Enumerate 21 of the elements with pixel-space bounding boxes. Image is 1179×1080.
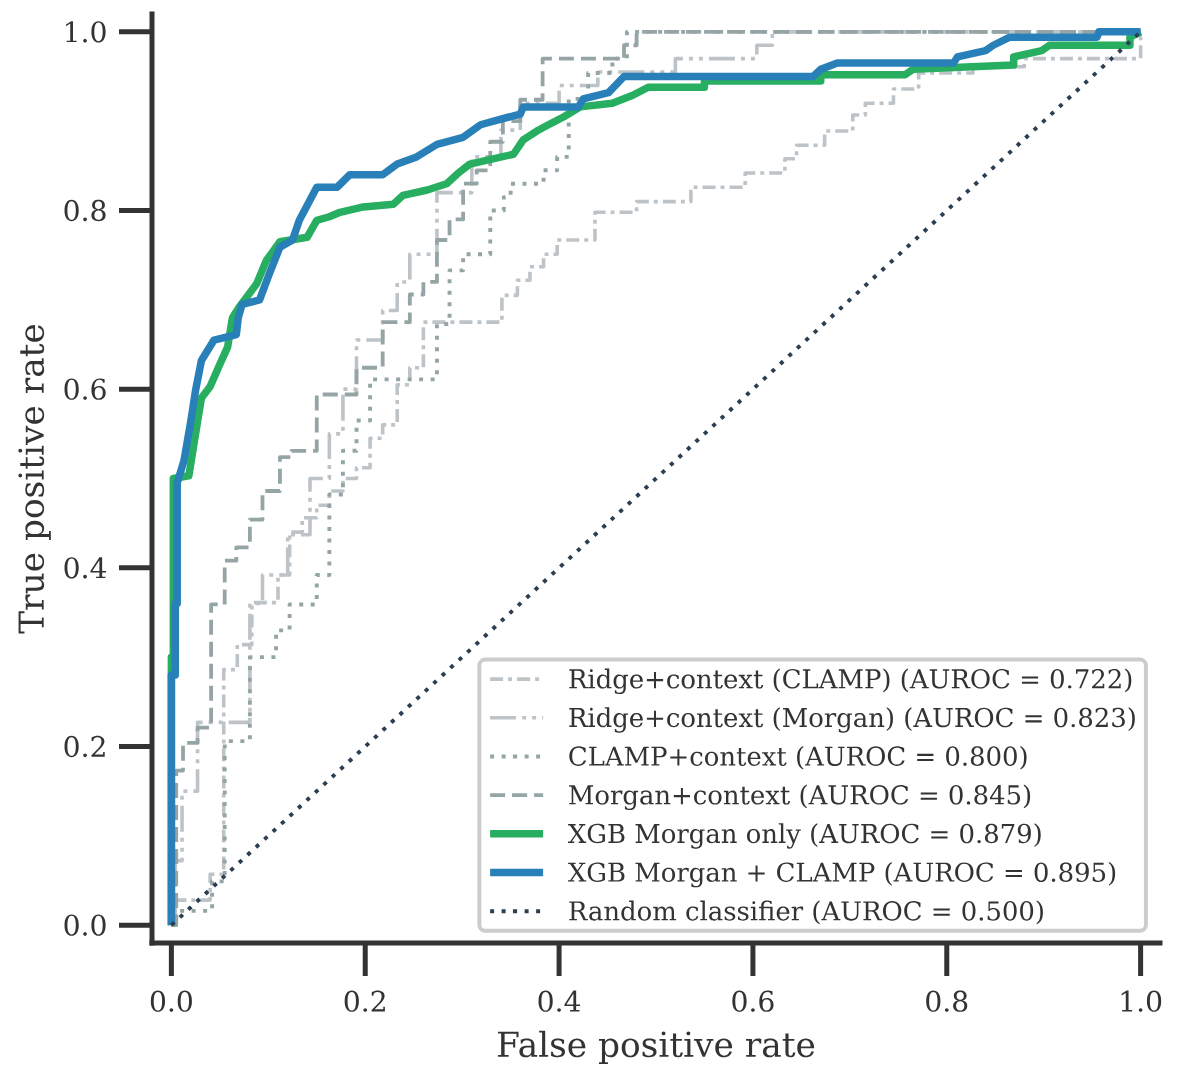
y-tick-label: 0.6 <box>64 378 106 400</box>
legend-label: XGB Morgan + CLAMP (AUROC = 0.895) <box>568 861 1116 888</box>
x-tick-label: 0.8 <box>926 990 968 1012</box>
y-tick-label: 0.4 <box>64 557 107 579</box>
legend-label: Ridge+context (Morgan) (AUROC = 0.823) <box>569 707 1135 733</box>
x-tick-label: 1.0 <box>1121 990 1162 1012</box>
y-tick-label: 1.0 <box>66 21 106 43</box>
x-tick-label: 0.0 <box>150 990 192 1012</box>
y-axis-title: True positive rate <box>18 324 51 634</box>
x-tick-label: 0.2 <box>344 990 385 1012</box>
legend-label: Random classifier (AUROC = 0.500) <box>569 900 1043 925</box>
legend-label: Ridge+context (CLAMP) (AUROC = 0.722) <box>569 668 1132 694</box>
y-tick-label: 0.0 <box>64 914 106 936</box>
y-tick-label: 0.2 <box>64 735 105 758</box>
x-axis-title: False positive rate <box>497 1030 815 1064</box>
x-tick-label: 0.6 <box>732 990 774 1012</box>
legend-label: XGB Morgan only (AUROC = 0.879) <box>568 823 1041 849</box>
legend-label: CLAMP+context (AUROC = 0.800) <box>569 745 1027 770</box>
y-tick-label: 0.8 <box>64 199 106 222</box>
x-tick-label: 0.4 <box>538 990 581 1012</box>
legend-label: Morgan+context (AUROC = 0.845) <box>569 784 1031 811</box>
